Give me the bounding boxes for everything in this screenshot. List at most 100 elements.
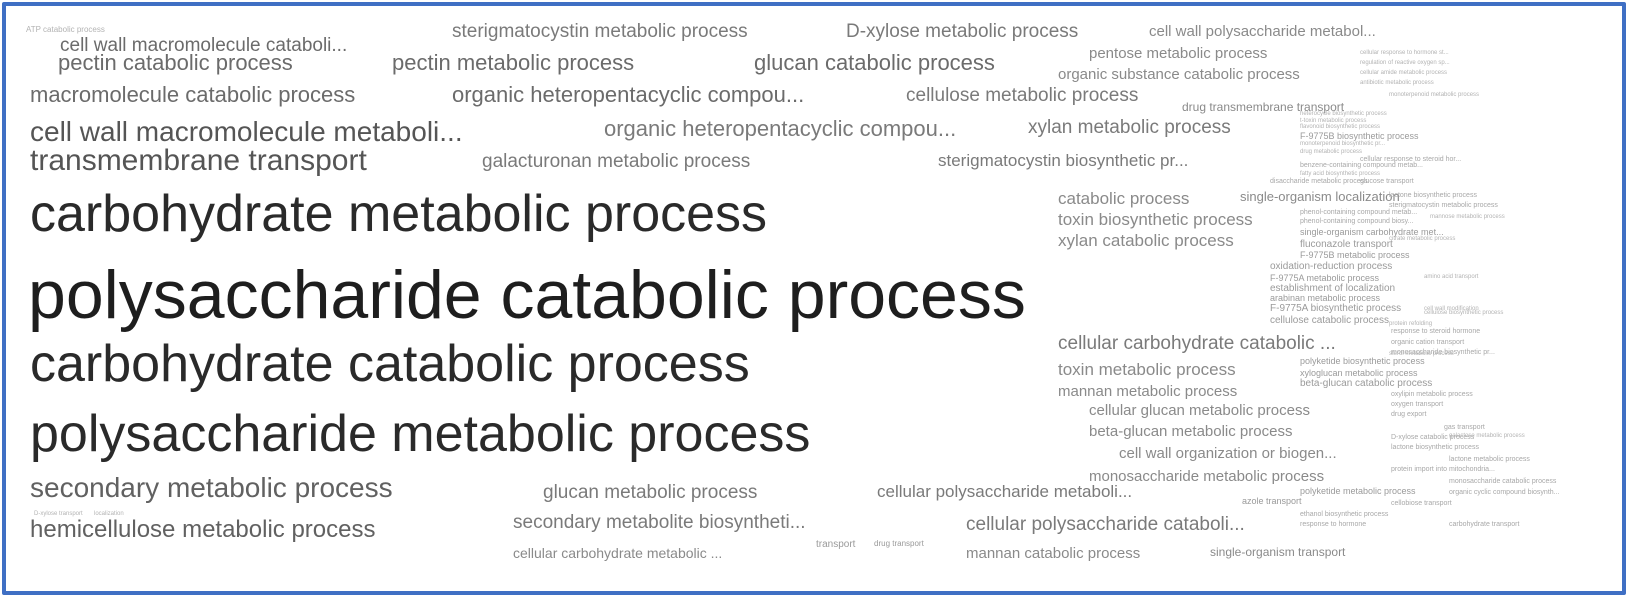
term-word: secondary metabolic process xyxy=(30,472,393,503)
term-word: cellular response to steroid hor... xyxy=(1360,156,1462,163)
term-word: citrate metabolic process xyxy=(1389,236,1456,242)
term-word: polyketide metabolic process xyxy=(1300,486,1416,496)
term-word: cellular polysaccharide metaboli... xyxy=(877,482,1133,501)
term-word: cell wall macromolecule cataboli... xyxy=(60,35,348,56)
term-word: catabolic process xyxy=(1058,189,1190,208)
term-word: oxygen transport xyxy=(1391,401,1444,408)
term-word: monoterpenoid metabolic process xyxy=(1389,92,1480,98)
term-word: single-organism carbohydrate met... xyxy=(1300,227,1444,237)
term-word: xylan metabolic process xyxy=(1028,117,1231,138)
term-word: F-9775B metabolic process xyxy=(1300,250,1410,260)
term-word: cellular polysaccharide cataboli... xyxy=(966,514,1245,535)
term-word: ATP catabolic process xyxy=(26,25,105,34)
term-word: lactone biosynthetic process xyxy=(1391,444,1479,451)
term-word: glucan metabolic process xyxy=(543,482,758,503)
term-word: cellobiose transport xyxy=(1391,500,1452,507)
term-word: cellular carbohydrate catabolic ... xyxy=(1058,333,1336,354)
term-word: cellular amide metabolic process xyxy=(1360,70,1448,76)
term-word: polysaccharide catabolic process xyxy=(28,257,1026,333)
term-word: toxin biosynthetic process xyxy=(1058,210,1253,229)
term-word: cell wall macromolecule metaboli... xyxy=(30,116,463,147)
term-word: D-xylose transport xyxy=(34,511,83,517)
term-word: monosaccharide catabolic process xyxy=(1449,478,1557,485)
term-word: lactone biosynthetic process xyxy=(1389,192,1477,199)
term-word: monosaccharide biosynthetic pr... xyxy=(1391,349,1495,356)
term-word: flavonoid biosynthetic process xyxy=(1300,124,1381,130)
term-word: cell wall organization or biogen... xyxy=(1119,445,1337,462)
term-word: carbohydrate transport xyxy=(1449,521,1520,528)
term-word: phenol-containing compound metab... xyxy=(1300,209,1418,216)
term-word: monoterpenoid biosynthetic pr... xyxy=(1300,141,1386,147)
term-word: cellulose biosynthetic process xyxy=(1424,310,1504,316)
term-word: drug export xyxy=(1391,411,1427,418)
term-word: heterocycle biosynthetic process xyxy=(1300,111,1387,117)
term-word: polyketide biosynthetic process xyxy=(1300,356,1425,366)
term-word: sterol metabolic process xyxy=(1389,351,1454,357)
term-word: pectin catabolic process xyxy=(58,50,293,75)
term-word: F-9775A biosynthetic process xyxy=(1270,303,1402,314)
term-word: hemicellulose metabolic process xyxy=(30,516,376,543)
term-word: polysaccharide metabolic process xyxy=(30,405,811,463)
term-word: xyloglucan metabolic process xyxy=(1300,368,1418,378)
term-word: protein refolding xyxy=(1389,321,1433,327)
term-word: F-9775B biosynthetic process xyxy=(1300,131,1419,141)
term-word: mannan metabolic process xyxy=(1058,383,1238,400)
term-word: cellulose metabolic process xyxy=(906,85,1139,106)
term-word: sterigmatocystin metabolic process xyxy=(1389,202,1498,209)
term-word: xylan catabolic process xyxy=(1058,231,1234,250)
term-word: cell wall modification xyxy=(1424,306,1479,312)
term-word: antibiotic metabolic process xyxy=(1360,80,1434,86)
term-word: mannan catabolic process xyxy=(966,545,1141,562)
term-word: single-organism transport xyxy=(1210,545,1346,559)
term-word: organic substance catabolic process xyxy=(1058,66,1300,83)
term-word: macromolecule catabolic process xyxy=(30,82,356,107)
term-word: localization xyxy=(94,511,124,517)
term-word: monosaccharide metabolic process xyxy=(1089,468,1325,485)
term-word: response to steroid hormone xyxy=(1391,328,1481,335)
term-word: sterigmatocystin biosynthetic pr... xyxy=(938,151,1189,170)
term-word: azole transport xyxy=(1242,496,1302,506)
term-word: benzene-containing compound metab... xyxy=(1300,162,1423,169)
term-word: galactose metabolic process xyxy=(1449,433,1525,439)
term-word: drug transmembrane transport xyxy=(1182,100,1345,114)
term-word: ethanol biosynthetic process xyxy=(1300,511,1389,518)
term-word: F-9775A metabolic process xyxy=(1270,273,1380,283)
term-word: D-xylose catabolic process xyxy=(1391,434,1475,441)
term-word: disaccharide metabolic process xyxy=(1270,178,1368,185)
term-word: glucan catabolic process xyxy=(754,50,995,75)
term-word: phenol-containing compound biosy... xyxy=(1300,218,1414,225)
term-word: arabinan metabolic process xyxy=(1270,293,1381,303)
term-word: gas transport xyxy=(1444,424,1485,431)
term-word: beta-glucan metabolic process xyxy=(1089,423,1293,440)
term-word: establishment of localization xyxy=(1270,283,1396,294)
term-word: amino acid transport xyxy=(1424,274,1479,280)
term-word: beta-glucan catabolic process xyxy=(1300,378,1433,389)
term-word: organic cation transport xyxy=(1391,339,1465,346)
term-word: lactone metabolic process xyxy=(1449,456,1530,463)
term-word: single-organism localization xyxy=(1240,189,1400,204)
term-word: organic heteropentacyclic compou... xyxy=(452,82,805,107)
term-word: cellular response to hormone st... xyxy=(1360,50,1449,56)
term-word: regulation of reactive oxygen sp... xyxy=(1360,60,1450,66)
term-word: carbohydrate catabolic process xyxy=(30,335,750,393)
term-word: D-xylose metabolic process xyxy=(846,21,1079,42)
term-word: cellulose catabolic process xyxy=(1270,315,1389,326)
term-word: organic cyclic compound biosynth... xyxy=(1449,489,1560,496)
term-word: toxin metabolic process xyxy=(1058,360,1236,379)
term-word: drug metabolic process xyxy=(1300,149,1363,155)
term-word: mannose metabolic process xyxy=(1430,214,1505,220)
term-word: glucose transport xyxy=(1360,178,1414,185)
term-word: pectin metabolic process xyxy=(392,50,635,75)
term-word: sterigmatocystin metabolic process xyxy=(452,21,748,42)
term-word: response to hormone xyxy=(1300,521,1367,528)
term-word: fluconazole transport xyxy=(1300,239,1393,250)
term-word: t-toxin metabolic process xyxy=(1300,118,1367,124)
term-word: oxidation-reduction process xyxy=(1270,261,1393,272)
term-word: fatty acid biosynthetic process xyxy=(1300,171,1381,177)
term-word: carbohydrate metabolic process xyxy=(30,185,768,243)
term-word: transport xyxy=(816,539,856,550)
term-word: oxylipin metabolic process xyxy=(1391,391,1473,398)
term-word: pentose metabolic process xyxy=(1089,45,1268,62)
term-word: drug transport xyxy=(874,539,924,548)
term-word: secondary metabolite biosyntheti... xyxy=(513,512,806,533)
